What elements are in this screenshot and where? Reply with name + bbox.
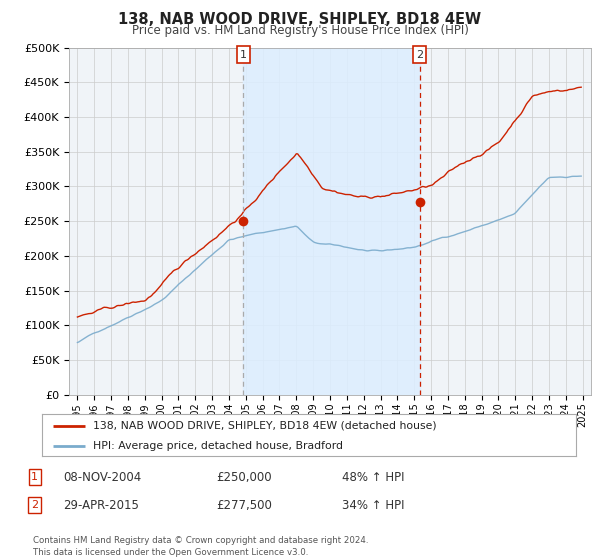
Text: Contains HM Land Registry data © Crown copyright and database right 2024.
This d: Contains HM Land Registry data © Crown c… xyxy=(33,536,368,557)
Text: 34% ↑ HPI: 34% ↑ HPI xyxy=(342,498,404,512)
Text: 08-NOV-2004: 08-NOV-2004 xyxy=(63,470,141,484)
Text: £277,500: £277,500 xyxy=(216,498,272,512)
Text: 1: 1 xyxy=(240,49,247,59)
Text: 138, NAB WOOD DRIVE, SHIPLEY, BD18 4EW (detached house): 138, NAB WOOD DRIVE, SHIPLEY, BD18 4EW (… xyxy=(93,421,436,431)
Bar xyxy=(244,48,420,395)
Text: 2: 2 xyxy=(31,500,38,510)
Text: 138, NAB WOOD DRIVE, SHIPLEY, BD18 4EW: 138, NAB WOOD DRIVE, SHIPLEY, BD18 4EW xyxy=(118,12,482,27)
Text: 29-APR-2015: 29-APR-2015 xyxy=(63,498,139,512)
Text: HPI: Average price, detached house, Bradford: HPI: Average price, detached house, Brad… xyxy=(93,441,343,451)
Text: 2: 2 xyxy=(416,49,424,59)
Text: £250,000: £250,000 xyxy=(216,470,272,484)
Text: 1: 1 xyxy=(31,472,38,482)
Text: Price paid vs. HM Land Registry's House Price Index (HPI): Price paid vs. HM Land Registry's House … xyxy=(131,24,469,36)
Text: 48% ↑ HPI: 48% ↑ HPI xyxy=(342,470,404,484)
